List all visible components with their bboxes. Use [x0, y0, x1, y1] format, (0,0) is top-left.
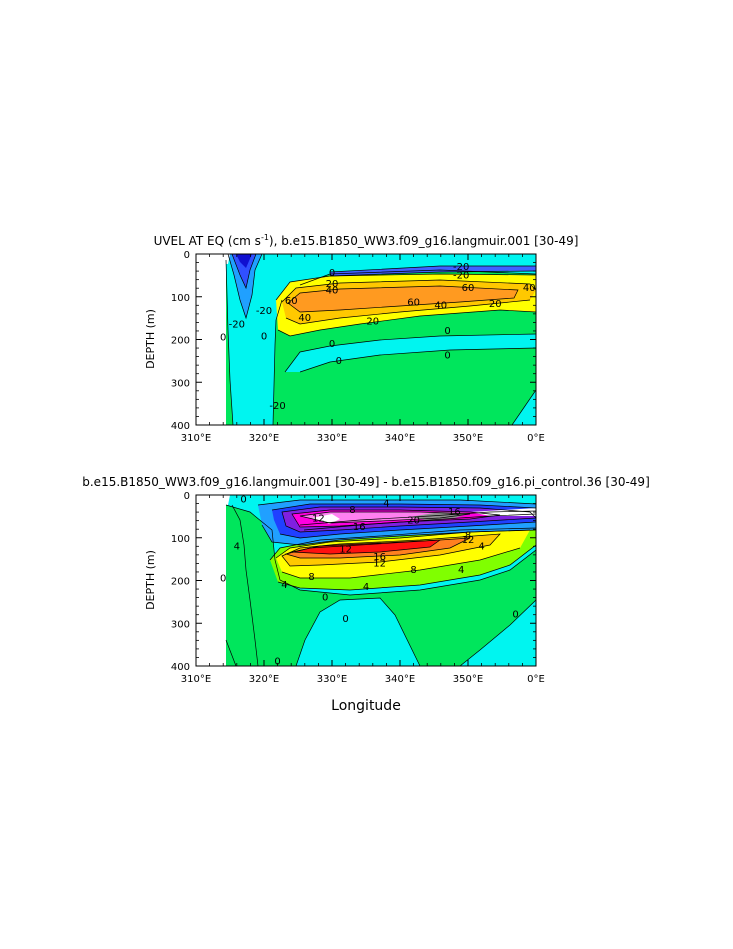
- bottom-x-tick-label: 0°E: [527, 674, 545, 685]
- bottom-land-mask: [196, 505, 226, 666]
- top-contour-label: 40: [523, 283, 536, 294]
- top-contour-label: 0: [444, 326, 450, 337]
- top-x-tick-label: 0°E: [527, 433, 545, 444]
- top-x-tick-label: 310°E: [181, 433, 211, 444]
- bottom-contour-label: 0: [512, 610, 518, 621]
- top-contour-label: 60: [462, 283, 475, 294]
- bottom-contour-label: 0: [220, 573, 226, 584]
- top-contour-label: 0: [220, 332, 226, 343]
- top-contour-label: -20: [256, 306, 272, 317]
- bottom-axis-ticks: 310°E 320°E 330°E 340°E 350°E 0°E010020030040…: [171, 491, 545, 685]
- top-axis-ticks: 310°E 320°E 330°E 340°E 350°E 0°E010020030040…: [171, 250, 545, 444]
- bottom-contour-label: 0: [240, 494, 246, 505]
- bottom-contour-label: 0: [322, 593, 328, 604]
- bottom-contour-label: 8: [349, 505, 355, 516]
- bottom-contour-fill: [196, 495, 536, 666]
- bottom-contour-label: 12: [339, 545, 352, 556]
- top-contour-label: 0: [329, 339, 335, 350]
- bottom-panel: b.e15.B1850_WW3.f09_g16.langmuir.001 [30…: [82, 475, 650, 714]
- top-contour-label: 40: [326, 285, 339, 296]
- top-y-axis-label: DEPTH (m): [144, 309, 157, 369]
- bottom-y-tick-label: 100: [171, 534, 190, 545]
- bottom-contour-label: 20: [407, 516, 420, 527]
- bottom-x-axis-label: Longitude: [331, 698, 401, 714]
- bottom-contour-label: 0: [342, 614, 348, 625]
- top-land-mask: [196, 264, 226, 425]
- bottom-contour-label: 12: [373, 558, 386, 569]
- bottom-x-tick-label: 340°E: [385, 674, 415, 685]
- bottom-y-tick-label: 0: [184, 491, 190, 502]
- top-blue-3: [236, 254, 252, 268]
- top-panel-title: UVEL AT EQ (cm s-1), b.e15.B1850_WW3.f09…: [154, 233, 579, 248]
- top-blue-2: [232, 254, 256, 288]
- bottom-y-axis-label: DEPTH (m): [144, 550, 157, 610]
- top-x-tick-label: 330°E: [317, 433, 347, 444]
- top-contour-lines: [225, 254, 536, 425]
- bottom-contour-label: 0: [274, 657, 280, 668]
- top-y-tick-label: 200: [171, 336, 190, 347]
- top-contour-label: 60: [285, 296, 298, 307]
- bottom-contour-lines: [225, 499, 536, 666]
- top-panel: UVEL AT EQ (cm s-1), b.e15.B1850_WW3.f09…: [144, 233, 578, 444]
- bottom-y-tick-label: 200: [171, 577, 190, 588]
- top-x-tick-label: 340°E: [385, 433, 415, 444]
- bottom-contour-label: 8: [410, 565, 416, 576]
- bottom-x-tick-label: 330°E: [317, 674, 347, 685]
- top-contour-label: 20: [326, 279, 339, 290]
- bottom-contour-label: 8: [308, 572, 314, 583]
- bottom-x-tick-label: 310°E: [181, 674, 211, 685]
- top-contour-label: -20: [229, 320, 245, 331]
- bottom-contour-label: 4: [363, 582, 369, 593]
- bottom-contour-label: 12: [462, 535, 475, 546]
- bot-white-core: [312, 514, 340, 524]
- top-orange-60: [288, 286, 518, 312]
- bottom-contour-label: 4: [383, 499, 389, 510]
- top-blue-sheet: [330, 266, 536, 276]
- top-contour-label: 20: [489, 299, 502, 310]
- top-y-tick-label: 0: [184, 250, 190, 261]
- top-x-tick-label: 350°E: [453, 433, 483, 444]
- top-contour-label: 0: [329, 268, 335, 279]
- top-y-tick-label: 400: [171, 421, 190, 432]
- bottom-panel-title: b.e15.B1850_WW3.f09_g16.langmuir.001 [30…: [82, 475, 650, 489]
- bot-red-20: [292, 540, 440, 554]
- bottom-contour-label: 16: [353, 522, 366, 533]
- top-contour-label: 0: [444, 350, 450, 361]
- bot-green-region: [226, 505, 536, 666]
- top-contour-label: 0: [261, 332, 267, 343]
- top-y-tick-label: 300: [171, 378, 190, 389]
- bottom-contour-label: 12: [312, 514, 325, 525]
- top-contour-label: -20: [453, 270, 469, 281]
- top-x-tick-label: 320°E: [249, 433, 279, 444]
- top-contour-label: 60: [407, 297, 420, 308]
- bottom-x-tick-label: 320°E: [249, 674, 279, 685]
- bottom-contour-label: 16: [373, 552, 386, 563]
- bottom-y-tick-label: 400: [171, 662, 190, 673]
- bottom-y-tick-label: 300: [171, 619, 190, 630]
- top-y-tick-label: 100: [171, 293, 190, 304]
- top-contour-label: 40: [298, 313, 311, 324]
- top-contour-label: 0: [336, 356, 342, 367]
- top-white-strip: [196, 254, 230, 264]
- top-contour-label: -20: [453, 262, 469, 273]
- top-contour-label: 40: [434, 300, 447, 311]
- top-contour-label: 20: [366, 317, 379, 328]
- bottom-contour-label: 8: [465, 531, 471, 542]
- top-contour-fill: [196, 254, 536, 425]
- bottom-contour-label: 4: [478, 541, 484, 552]
- bottom-x-tick-label: 350°E: [453, 674, 483, 685]
- bottom-contour-label: 16: [448, 507, 461, 518]
- bottom-contour-label: 4: [281, 580, 287, 591]
- top-cyan-lower: [285, 334, 536, 372]
- bottom-contour-label: 4: [234, 541, 240, 552]
- bot-white-strip: [196, 495, 230, 505]
- bottom-contour-label: 4: [458, 565, 464, 576]
- top-contour-label: -20: [269, 401, 285, 412]
